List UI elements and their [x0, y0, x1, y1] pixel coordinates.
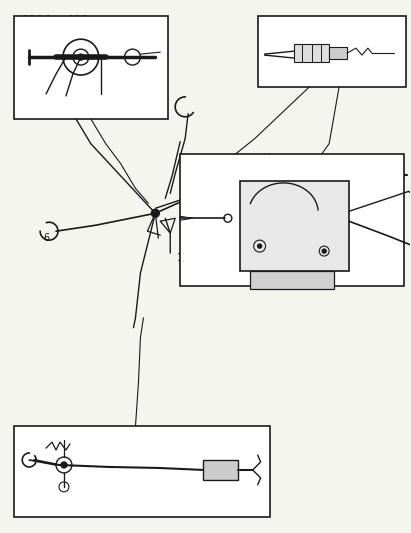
- Text: 9: 9: [242, 276, 248, 286]
- Text: 10: 10: [58, 427, 70, 437]
- Bar: [180, 154, 404, 286]
- Bar: [329, 47, 347, 59]
- Text: 8: 8: [202, 158, 208, 168]
- Text: 8: 8: [212, 218, 218, 228]
- Text: 8: 8: [331, 198, 337, 208]
- Text: 1: 1: [177, 253, 183, 263]
- Text: 3: 3: [187, 216, 193, 226]
- Text: 6: 6: [40, 106, 46, 116]
- Text: 11: 11: [43, 505, 55, 515]
- Text: 12: 12: [358, 276, 370, 286]
- Bar: [14, 426, 270, 516]
- Text: 2: 2: [217, 505, 223, 515]
- Circle shape: [151, 209, 159, 217]
- Text: 7: 7: [71, 106, 77, 116]
- Circle shape: [78, 54, 84, 60]
- Circle shape: [322, 249, 326, 253]
- Bar: [203, 460, 238, 480]
- Text: 6104  400: 6104 400: [21, 14, 89, 27]
- Circle shape: [258, 244, 262, 248]
- Text: 4: 4: [98, 106, 104, 116]
- Text: 13: 13: [383, 77, 395, 87]
- Text: 1: 1: [125, 427, 132, 437]
- Bar: [250, 271, 334, 289]
- Text: 8: 8: [272, 193, 277, 204]
- Text: 5: 5: [135, 106, 141, 116]
- Text: 6: 6: [43, 233, 49, 243]
- Bar: [258, 17, 406, 87]
- Bar: [240, 181, 349, 271]
- Bar: [14, 17, 168, 119]
- Circle shape: [61, 462, 67, 468]
- Bar: [294, 44, 329, 62]
